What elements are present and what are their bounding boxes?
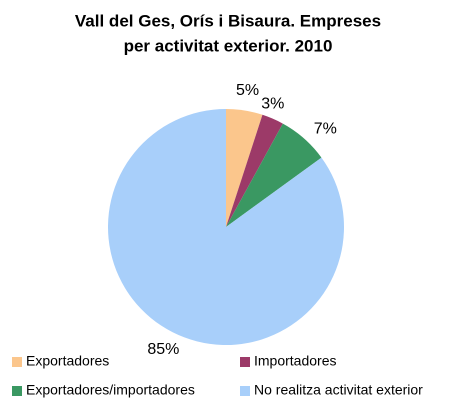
legend-label: Exportadores/importadores: [26, 382, 195, 398]
chart-title: per activitat exterior. 2010: [124, 36, 333, 55]
pie-slice: [226, 109, 263, 227]
chart-title: Vall del Ges, Orís i Bisaura. Empreses: [75, 11, 381, 30]
legend-swatch: [12, 357, 22, 367]
legend-label: No realitza activitat exterior: [254, 382, 423, 398]
pie-slice: [226, 123, 322, 227]
legend-swatch: [240, 357, 250, 367]
pie-slice: [108, 109, 344, 345]
legend-label: Importadores: [254, 353, 336, 369]
legend-label: Exportadores: [26, 353, 109, 369]
data-label: 7%: [314, 121, 337, 138]
legend-swatch: [240, 386, 250, 396]
legend-swatch: [12, 386, 22, 396]
data-label: 3%: [261, 96, 284, 113]
pie-slice: [226, 114, 283, 227]
data-label: 85%: [147, 341, 179, 358]
data-label: 5%: [236, 82, 259, 99]
